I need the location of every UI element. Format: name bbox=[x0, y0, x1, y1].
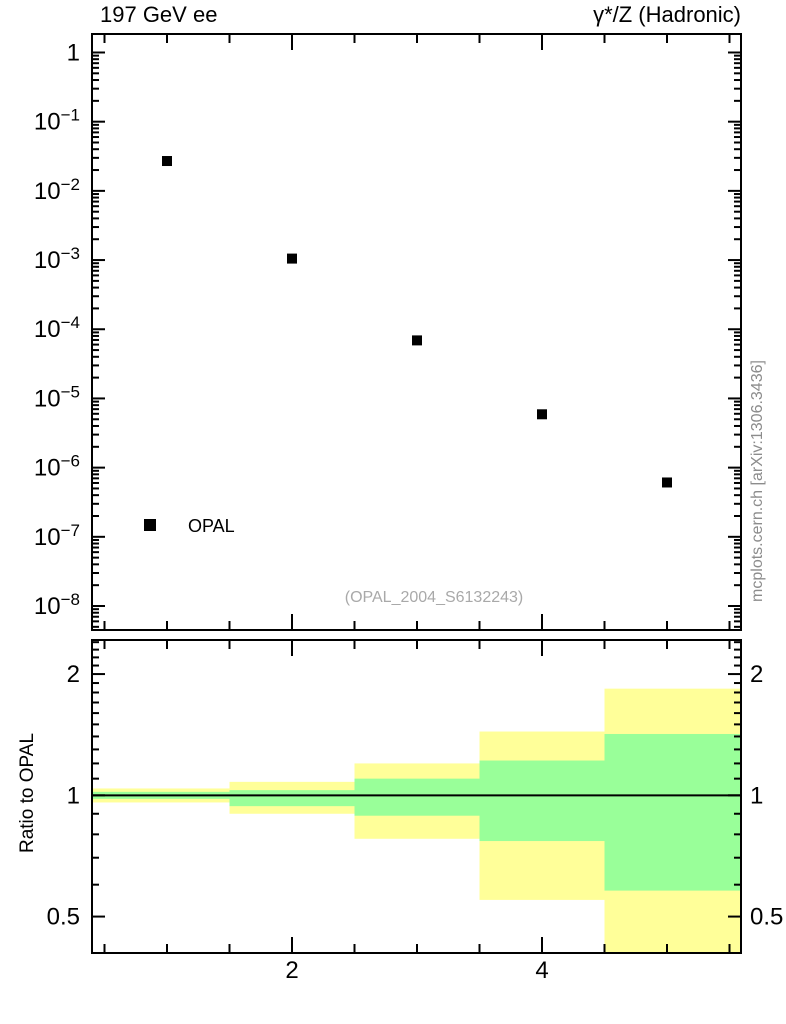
y-tick-label: 10−5 bbox=[34, 382, 80, 412]
legend-label: OPAL bbox=[188, 516, 235, 536]
y-tick-label: 1 bbox=[67, 782, 80, 809]
uncertainty-band-inner bbox=[479, 760, 605, 842]
data-point bbox=[662, 477, 672, 488]
x-tick-label: 2 bbox=[285, 957, 298, 984]
analysis-watermark: (OPAL_2004_S6132243) bbox=[344, 589, 524, 606]
main-plot-frame bbox=[91, 33, 742, 631]
y-tick-label: 2 bbox=[750, 661, 763, 688]
y-tick-label: 10−7 bbox=[34, 521, 80, 551]
data-point bbox=[412, 335, 422, 346]
y-tick-label: 10−3 bbox=[34, 244, 80, 274]
data-point bbox=[537, 409, 547, 420]
uncertainty-band-inner bbox=[604, 733, 741, 891]
uncertainty-band-inner bbox=[354, 778, 480, 816]
legend-marker bbox=[144, 519, 156, 531]
data-point bbox=[287, 253, 297, 264]
y-tick-label: 10−2 bbox=[34, 175, 80, 205]
plot-title-process: γ*/Z (Hadronic) bbox=[593, 2, 741, 27]
y-tick-label: 10−1 bbox=[34, 106, 80, 136]
uncertainty-band-inner bbox=[229, 790, 355, 807]
plot-title-beam: 197 GeV ee bbox=[100, 2, 218, 27]
y-tick-label: 10−8 bbox=[34, 590, 80, 620]
y-tick-label: 10−6 bbox=[34, 452, 80, 482]
y-tick-label: 1 bbox=[67, 39, 80, 66]
y-tick-label: 0.5 bbox=[47, 904, 80, 931]
y-tick-label: 1 bbox=[750, 782, 763, 809]
y-tick-label: 0.5 bbox=[750, 904, 783, 931]
y-tick-label: 2 bbox=[67, 661, 80, 688]
data-point bbox=[162, 156, 172, 167]
x-tick-label: 4 bbox=[535, 957, 548, 984]
y-tick-label: 10−4 bbox=[34, 313, 80, 343]
